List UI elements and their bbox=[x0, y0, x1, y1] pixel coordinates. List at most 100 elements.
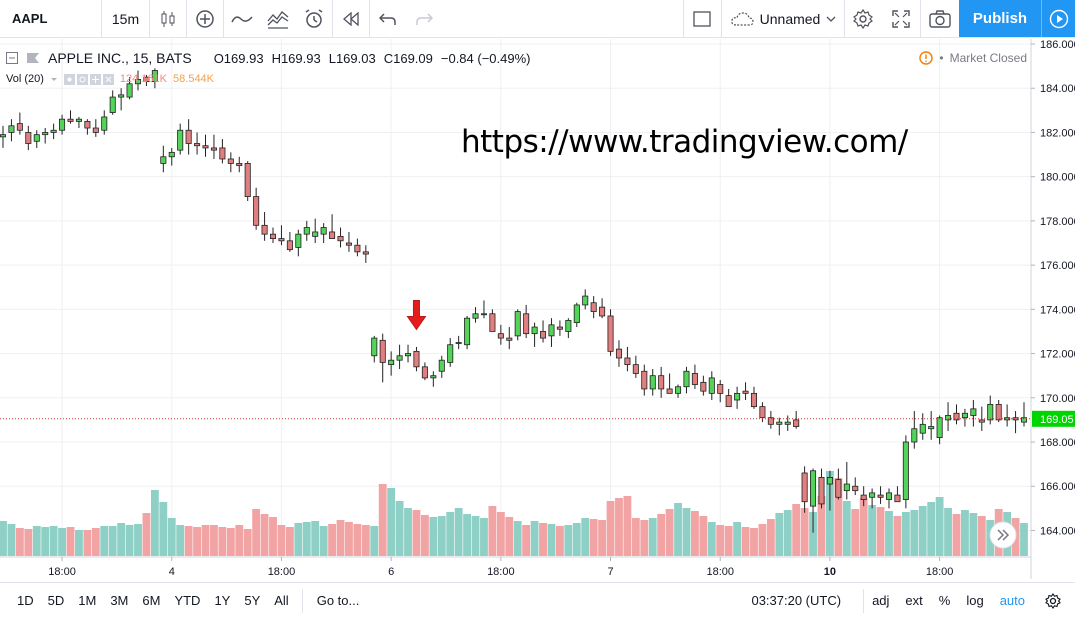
candle bbox=[531, 326, 538, 335]
volume-bar bbox=[108, 526, 117, 556]
volume-bar bbox=[707, 522, 716, 556]
rect-select-button[interactable] bbox=[684, 0, 720, 38]
scale-option-log[interactable]: log bbox=[966, 593, 984, 608]
volume-bar bbox=[868, 505, 877, 556]
candle bbox=[1020, 417, 1028, 423]
publish-menu-button[interactable] bbox=[1041, 0, 1075, 37]
candle bbox=[759, 406, 766, 419]
candle bbox=[936, 417, 943, 438]
plus-icon[interactable] bbox=[89, 73, 101, 85]
price-chart[interactable]: 164.000 166.000 168.000 170.000 172.000 174.0… bbox=[0, 39, 1075, 579]
candle bbox=[1004, 417, 1011, 421]
candle bbox=[126, 83, 133, 98]
compare-button[interactable] bbox=[187, 0, 223, 38]
goto-button[interactable]: Go to... bbox=[316, 593, 360, 608]
snapshot-button[interactable] bbox=[921, 0, 959, 38]
chevron-down-icon bbox=[826, 16, 836, 22]
volume-bar bbox=[631, 518, 640, 556]
volume-bar bbox=[615, 498, 623, 556]
time-tick-label: 10 bbox=[824, 566, 836, 578]
candle bbox=[869, 492, 876, 498]
chart-style-button[interactable] bbox=[150, 0, 186, 38]
candle bbox=[776, 421, 783, 425]
interval-button[interactable]: 15m bbox=[102, 0, 150, 38]
close-value: C169.09 bbox=[383, 50, 433, 66]
replay-button[interactable] bbox=[333, 0, 369, 38]
volume-bar bbox=[783, 510, 792, 556]
candle bbox=[658, 375, 665, 390]
scale-options: adj ext% log auto bbox=[864, 593, 1039, 608]
warning-icon[interactable] bbox=[919, 51, 934, 65]
layout-name: Unnamed bbox=[759, 10, 821, 27]
indicators-button[interactable] bbox=[224, 0, 260, 38]
scale-option-ext[interactable]: ext bbox=[905, 593, 923, 608]
square-icon bbox=[693, 10, 711, 27]
volume-title: Vol (20) bbox=[6, 73, 44, 85]
volume-bar bbox=[49, 526, 58, 556]
redo-button[interactable] bbox=[406, 0, 442, 38]
collapse-icon[interactable] bbox=[6, 52, 18, 64]
candle bbox=[329, 231, 336, 239]
range-1y[interactable]: 1Y bbox=[214, 593, 231, 608]
settings-button[interactable] bbox=[845, 0, 881, 38]
candle bbox=[590, 302, 597, 312]
candle bbox=[767, 417, 774, 425]
candle bbox=[430, 375, 437, 379]
candle bbox=[185, 129, 192, 144]
range-1d[interactable]: 1D bbox=[17, 593, 34, 608]
range-5y[interactable]: 5Y bbox=[244, 593, 261, 608]
scale-option-adj[interactable]: adj bbox=[872, 593, 890, 608]
volume-bar bbox=[690, 511, 699, 556]
range-1m[interactable]: 1M bbox=[78, 593, 97, 608]
candle bbox=[194, 143, 201, 147]
candle bbox=[624, 357, 631, 366]
range-6m[interactable]: 6M bbox=[142, 593, 161, 608]
publish-button[interactable]: Publish bbox=[959, 0, 1041, 37]
eye-icon[interactable] bbox=[63, 73, 75, 85]
range-all[interactable]: All bbox=[274, 593, 289, 608]
fullscreen-button[interactable] bbox=[882, 0, 920, 38]
templates-button[interactable] bbox=[260, 0, 296, 38]
volume-bar bbox=[826, 471, 834, 556]
candle bbox=[683, 370, 690, 388]
volume-bar bbox=[977, 516, 986, 556]
gear-icon[interactable] bbox=[1045, 592, 1061, 609]
undo-button[interactable] bbox=[370, 0, 406, 38]
interval-label: 15m bbox=[111, 10, 140, 27]
chevron-down-icon[interactable] bbox=[50, 75, 58, 83]
play-icon bbox=[1049, 9, 1068, 28]
cloud-icon bbox=[730, 11, 754, 26]
volume-bar bbox=[935, 497, 944, 556]
series-legend: APPLE INC., 15, BATS O169.93 H169.93 L16… bbox=[6, 50, 531, 66]
volume-bar bbox=[581, 518, 590, 556]
range-5d[interactable]: 5D bbox=[47, 593, 65, 608]
volume-bar bbox=[682, 508, 691, 556]
close-icon[interactable] bbox=[102, 73, 114, 85]
date-ranges: 1D 5D 1M 3M 6M YTD 1Y 5Y All bbox=[0, 593, 296, 608]
volume-bar bbox=[496, 512, 505, 556]
layout-name-button[interactable]: Unnamed bbox=[722, 0, 844, 38]
range-3m[interactable]: 3M bbox=[110, 593, 129, 608]
candle bbox=[8, 125, 15, 133]
scale-option-auto[interactable]: auto bbox=[999, 593, 1025, 608]
symbol-search[interactable]: AAPL bbox=[0, 0, 102, 38]
volume-bar bbox=[648, 518, 657, 556]
volume-bar bbox=[766, 519, 775, 556]
price-tick-label: 172.000 bbox=[1040, 349, 1075, 361]
candle bbox=[84, 120, 91, 129]
candle bbox=[295, 233, 302, 248]
range-ytd[interactable]: YTD bbox=[174, 593, 201, 608]
gear-icon[interactable] bbox=[76, 73, 88, 85]
volume-bar bbox=[7, 524, 16, 556]
settings-icon bbox=[853, 8, 873, 29]
price-tick-label: 180.000 bbox=[1040, 172, 1075, 184]
alert-button[interactable] bbox=[296, 0, 332, 38]
clock[interactable]: 03:37:20 (UTC) bbox=[751, 593, 842, 608]
price-tick-label: 168.000 bbox=[1040, 437, 1075, 449]
volume-bar bbox=[918, 506, 927, 556]
candle bbox=[118, 94, 125, 98]
scale-option-percent[interactable]: % bbox=[938, 593, 951, 608]
volume-controls[interactable] bbox=[63, 73, 114, 85]
candle bbox=[455, 342, 462, 344]
volume-bar bbox=[471, 516, 480, 556]
